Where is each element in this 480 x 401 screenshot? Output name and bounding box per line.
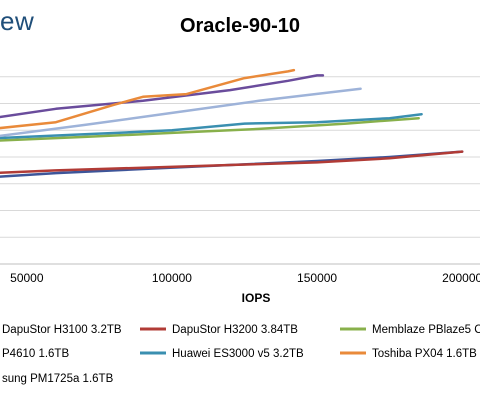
legend: DapuStor H3100 3.2TB DapuStor H3200 3.84T… bbox=[2, 324, 480, 385]
legend-item-1: DapuStor H3100 3.2TB bbox=[2, 324, 122, 336]
legend-item-7: sung PM1725a 1.6TB bbox=[2, 373, 114, 385]
x-tick-label-150000: 150000 bbox=[297, 271, 337, 285]
series-line-5 bbox=[0, 112, 423, 140]
series-line-3 bbox=[0, 116, 420, 142]
brand-logo-text: ew bbox=[0, 6, 35, 36]
x-axis-label: IOPS bbox=[242, 291, 271, 305]
legend-label-7: sung PM1725a 1.6TB bbox=[2, 373, 114, 385]
legend-label-1: DapuStor H3100 3.2TB bbox=[2, 324, 122, 336]
legend-item-5: Huawei ES3000 v5 3.2TB bbox=[140, 348, 304, 360]
series-lines bbox=[0, 68, 464, 178]
series-line-4 bbox=[0, 74, 325, 119]
legend-item-3: Memblaze PBlaze5 C bbox=[340, 324, 480, 336]
legend-item-6: Toshiba PX04 1.6TB bbox=[340, 348, 477, 360]
legend-label-6: Toshiba PX04 1.6TB bbox=[372, 348, 477, 360]
series-line-7 bbox=[0, 87, 362, 138]
legend-item-4: P4610 1.6TB bbox=[2, 348, 69, 360]
x-tick-label-50000: 50000 bbox=[10, 271, 44, 285]
legend-label-2: DapuStor H3200 3.84TB bbox=[172, 324, 298, 336]
legend-label-4: P4610 1.6TB bbox=[2, 348, 69, 360]
legend-item-2: DapuStor H3200 3.84TB bbox=[140, 324, 298, 336]
legend-label-3: Memblaze PBlaze5 C bbox=[372, 324, 480, 336]
x-tick-label-100000: 100000 bbox=[152, 271, 192, 285]
x-tick-label-200000: 200000 bbox=[442, 271, 480, 285]
legend-label-5: Huawei ES3000 v5 3.2TB bbox=[172, 348, 304, 360]
chart-title: Oracle-90-10 bbox=[180, 15, 300, 37]
x-tick-labels: 50000 100000 150000 200000 bbox=[10, 271, 480, 285]
series-line-2 bbox=[0, 150, 464, 175]
series-line-6 bbox=[0, 68, 296, 130]
